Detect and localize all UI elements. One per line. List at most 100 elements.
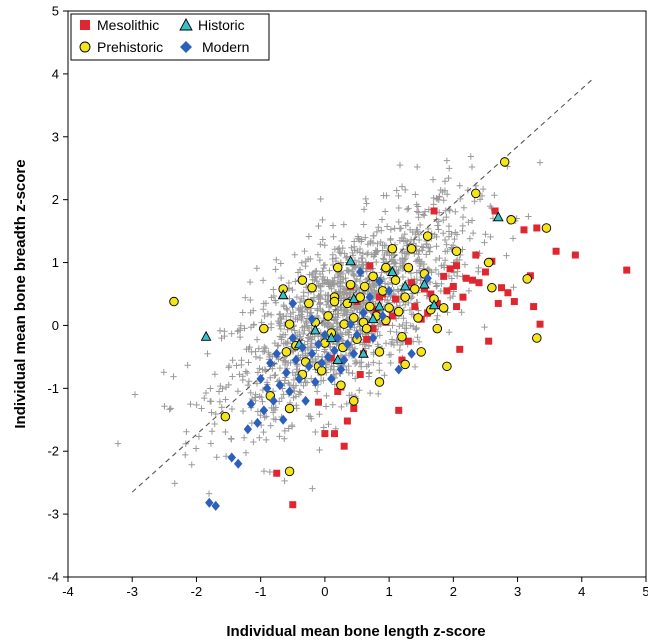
background-point — [465, 287, 473, 295]
prehistoric-point — [349, 313, 359, 323]
background-point — [241, 325, 248, 332]
background-point — [332, 370, 340, 378]
background-point — [337, 278, 344, 285]
background-point — [216, 398, 224, 405]
background-point — [218, 404, 225, 411]
background-point — [297, 354, 304, 361]
historic-point — [428, 299, 440, 310]
modern-point — [233, 458, 243, 469]
background-point — [379, 255, 387, 262]
modern-point — [339, 355, 349, 366]
modern-point — [253, 417, 262, 428]
background-point — [259, 348, 267, 355]
background-point — [445, 174, 452, 182]
background-point — [360, 206, 368, 213]
background-point — [326, 267, 333, 274]
background-point — [262, 300, 270, 307]
modern-point — [384, 285, 394, 296]
background-point — [330, 363, 337, 370]
x-tick-label: 3 — [514, 584, 521, 599]
mesolithic-point — [453, 262, 461, 270]
background-point — [422, 241, 430, 248]
background-point — [204, 350, 211, 357]
mesolithic-point — [369, 325, 377, 333]
modern-point — [352, 329, 362, 340]
background-point — [456, 256, 463, 264]
background-point — [374, 240, 381, 247]
background-point — [193, 401, 200, 409]
background-point — [345, 369, 352, 376]
background-point — [387, 351, 395, 358]
background-point — [260, 428, 267, 436]
background-point — [347, 306, 355, 314]
background-point — [399, 258, 407, 265]
series-modern — [205, 266, 432, 511]
background-point — [415, 257, 423, 265]
background-point — [247, 323, 255, 331]
background-point — [170, 373, 177, 380]
background-point — [445, 228, 453, 235]
background-point — [395, 192, 402, 200]
background-point — [316, 411, 323, 418]
background-point — [262, 345, 270, 352]
background-point — [436, 193, 443, 201]
background-point — [351, 324, 358, 331]
background-point — [342, 289, 350, 296]
background-point — [208, 428, 216, 435]
background-point — [261, 366, 269, 373]
background-point — [412, 191, 419, 198]
background-point — [266, 468, 274, 476]
background-point — [245, 378, 253, 385]
background-point — [251, 394, 259, 401]
mesolithic-point — [395, 406, 403, 414]
background-point — [479, 185, 487, 193]
background-point — [349, 266, 356, 274]
background-point — [396, 341, 404, 349]
background-point — [293, 293, 301, 301]
modern-point — [336, 364, 346, 375]
y-tick-label: -1 — [47, 381, 59, 396]
background-point — [167, 405, 174, 412]
background-point — [413, 163, 421, 171]
background-point — [188, 461, 195, 468]
background-point — [383, 249, 390, 257]
prehistoric-point — [451, 246, 462, 256]
background-point — [536, 159, 544, 166]
background-point — [436, 254, 443, 262]
mesolithic-point — [459, 293, 467, 301]
background-point — [395, 288, 402, 295]
background-point — [441, 178, 449, 185]
background-point — [277, 260, 284, 267]
background-point — [383, 192, 390, 199]
prehistoric-point — [403, 262, 414, 273]
background-point — [317, 377, 325, 385]
background-point — [471, 198, 478, 205]
background-point — [292, 382, 300, 389]
background-point — [291, 327, 298, 334]
background-point — [362, 195, 369, 203]
prehistoric-point — [483, 257, 494, 268]
background-point — [432, 256, 440, 264]
background-point — [266, 351, 274, 358]
series-prehistoric — [169, 157, 552, 477]
background-point — [324, 276, 331, 283]
background-point — [320, 308, 327, 316]
background-point — [443, 157, 451, 164]
background-point — [413, 269, 421, 276]
background-point — [242, 368, 250, 375]
background-point — [349, 252, 357, 259]
prehistoric-point — [361, 323, 372, 334]
background-point — [239, 373, 247, 380]
background-point — [222, 453, 230, 460]
background-point — [381, 208, 389, 215]
background-point — [349, 344, 356, 351]
background-point — [248, 348, 255, 356]
background-point — [315, 282, 322, 289]
background-point — [225, 381, 232, 389]
historic-point — [419, 278, 430, 289]
background-point — [360, 221, 367, 228]
background-point — [459, 213, 467, 221]
background-point — [234, 328, 241, 335]
background-point — [476, 196, 484, 203]
prehistoric-point — [393, 306, 404, 317]
